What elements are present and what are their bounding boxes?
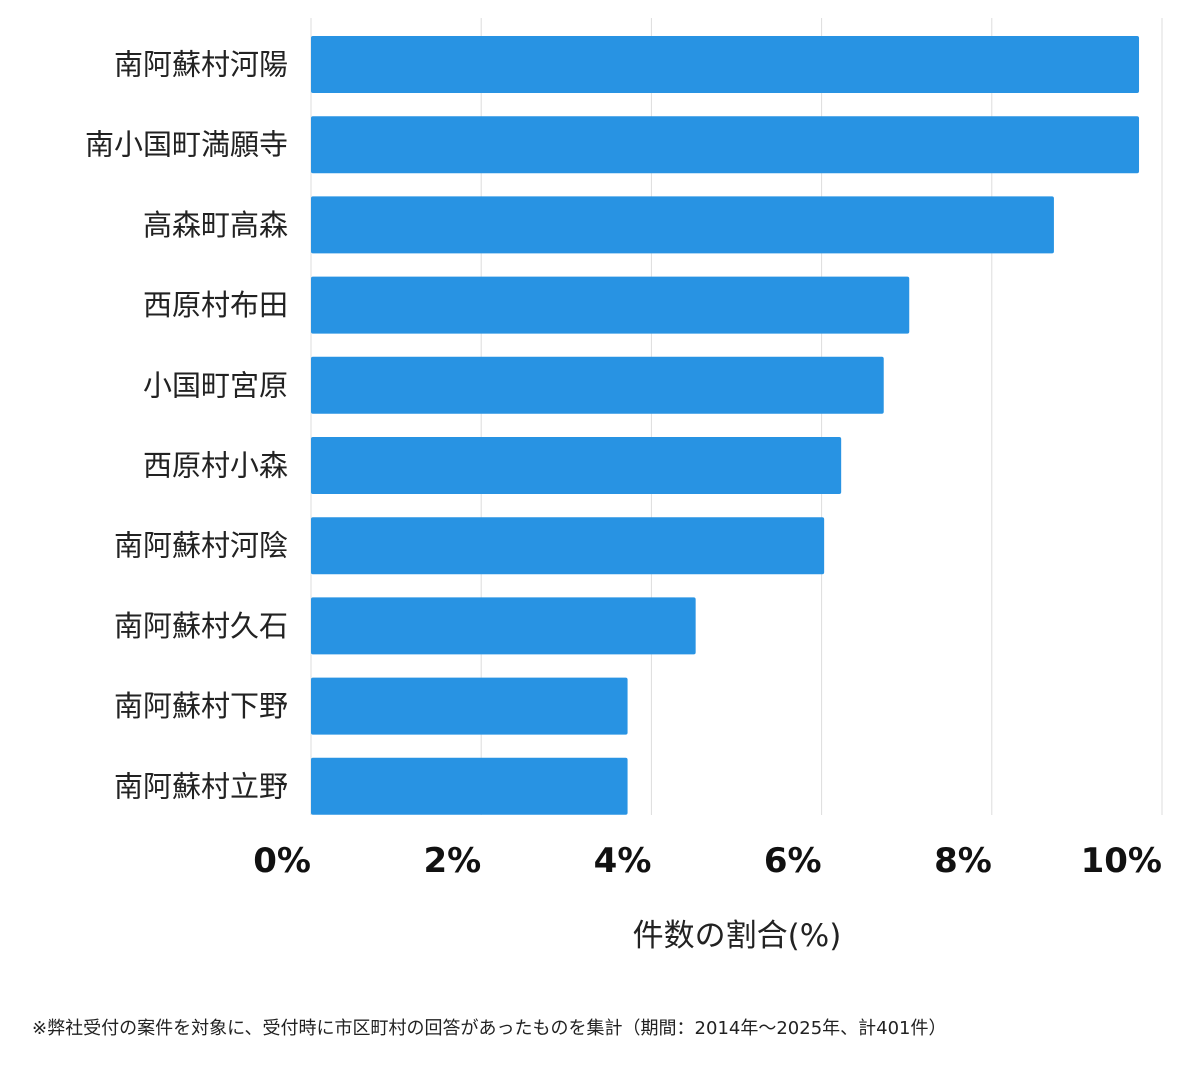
x-tick-label: 6% (764, 841, 822, 881)
bar (311, 757, 628, 815)
x-tick-label: 2% (423, 841, 481, 881)
category-label: 小国町宮原 (143, 368, 288, 402)
bars (311, 36, 1140, 815)
x-tick-label: 4% (594, 841, 652, 881)
x-tick-labels: 0% 2% 4% 6% 8% 10% (253, 841, 1162, 881)
bar (311, 517, 825, 575)
bar (311, 437, 842, 494)
x-axis-title: 件数の割合(%) (633, 918, 842, 954)
category-labels: 南阿蘇村河陽南小国町満願寺高森町高森西原村布田小国町宮原西原村小森南阿蘇村河陰南… (85, 48, 288, 804)
category-label: 南阿蘇村河陽 (114, 48, 288, 82)
x-tick-label: 0% (253, 841, 311, 881)
category-label: 南阿蘇村河陰 (114, 529, 288, 563)
category-label: 南阿蘇村下野 (114, 689, 288, 723)
category-label: 南阿蘇村立野 (114, 769, 288, 803)
category-label: 南阿蘇村久石 (114, 609, 288, 643)
footnote: ※弊社受付の案件を対象に、受付時に市区町村の回答があったものを集計（期間：201… (32, 1018, 947, 1039)
bar (311, 116, 1140, 174)
category-label: 高森町高森 (143, 208, 288, 242)
bar (311, 356, 884, 414)
bar (311, 597, 696, 655)
x-tick-label: 10% (1081, 841, 1162, 881)
x-tick-label: 8% (934, 841, 992, 881)
category-label: 西原村小森 (143, 449, 288, 483)
bar (311, 196, 1054, 254)
category-label: 南小国町満願寺 (85, 128, 288, 162)
bar (311, 677, 628, 735)
bar (311, 36, 1140, 93)
bar (311, 276, 910, 334)
category-label: 西原村布田 (143, 288, 288, 322)
bar-chart: 南阿蘇村河陽南小国町満願寺高森町高森西原村布田小国町宮原西原村小森南阿蘇村河陰南… (85, 18, 1163, 954)
